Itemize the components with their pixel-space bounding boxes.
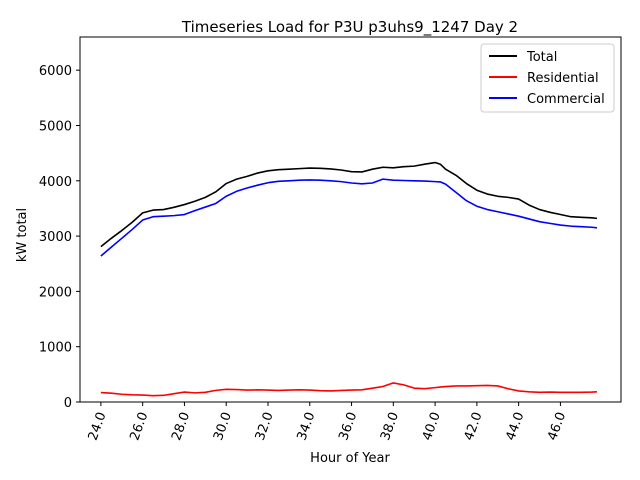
y-axis-label: kW total [15, 208, 30, 262]
series-line-residential [100, 382, 598, 397]
series-line-commercial [100, 178, 598, 257]
chart-title: Timeseries Load for P3U p3uhs9_1247 Day … [181, 18, 518, 37]
y-tick-label: 5000 [39, 119, 72, 134]
legend-box [480, 43, 615, 113]
y-tick-label: 4000 [39, 175, 72, 190]
plot-area [100, 161, 598, 397]
series-line-total [100, 161, 598, 248]
legend-label-commercial: Commercial [527, 92, 605, 107]
legend-label-residential: Residential [527, 71, 599, 86]
y-tick-label: 3000 [39, 230, 72, 245]
y-tick-label: 2000 [39, 285, 72, 300]
x-axis-label: Hour of Year [310, 451, 390, 466]
y-axis: 0 1000 2000 3000 4000 5000 6000 [39, 64, 80, 411]
y-tick-label: 0 [64, 396, 72, 411]
legend-label-total: Total [526, 50, 557, 65]
plot-frame [79, 36, 622, 403]
y-tick-label: 1000 [39, 341, 72, 356]
y-tick-label: 6000 [39, 64, 72, 79]
legend: Total Residential Commercial [480, 43, 615, 113]
